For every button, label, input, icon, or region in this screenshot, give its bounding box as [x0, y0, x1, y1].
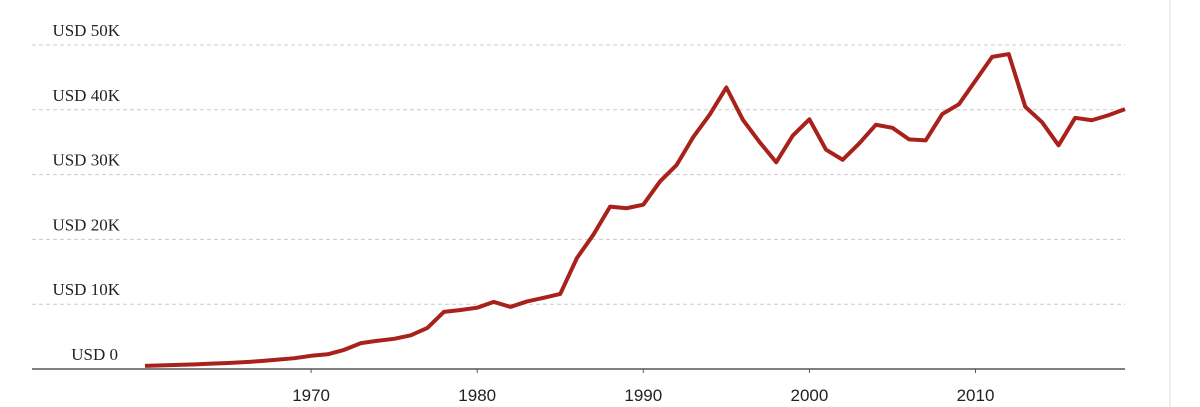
y-tick-label: USD 40K	[52, 86, 120, 105]
y-tick-label: USD 30K	[52, 151, 120, 170]
x-tick-label: 1990	[624, 386, 662, 405]
x-tick-label: 2000	[790, 386, 828, 405]
y-tick-label: USD 20K	[52, 215, 120, 234]
y-tick-label: USD 10K	[52, 280, 120, 299]
data-line	[144, 52, 1126, 368]
y-tick-label: USD 50K	[52, 21, 120, 40]
x-tick-label: 1980	[458, 386, 496, 405]
x-tick-label: 2010	[957, 386, 995, 405]
x-tick-label: 1970	[292, 386, 330, 405]
y-tick-label: USD 0	[71, 345, 118, 364]
